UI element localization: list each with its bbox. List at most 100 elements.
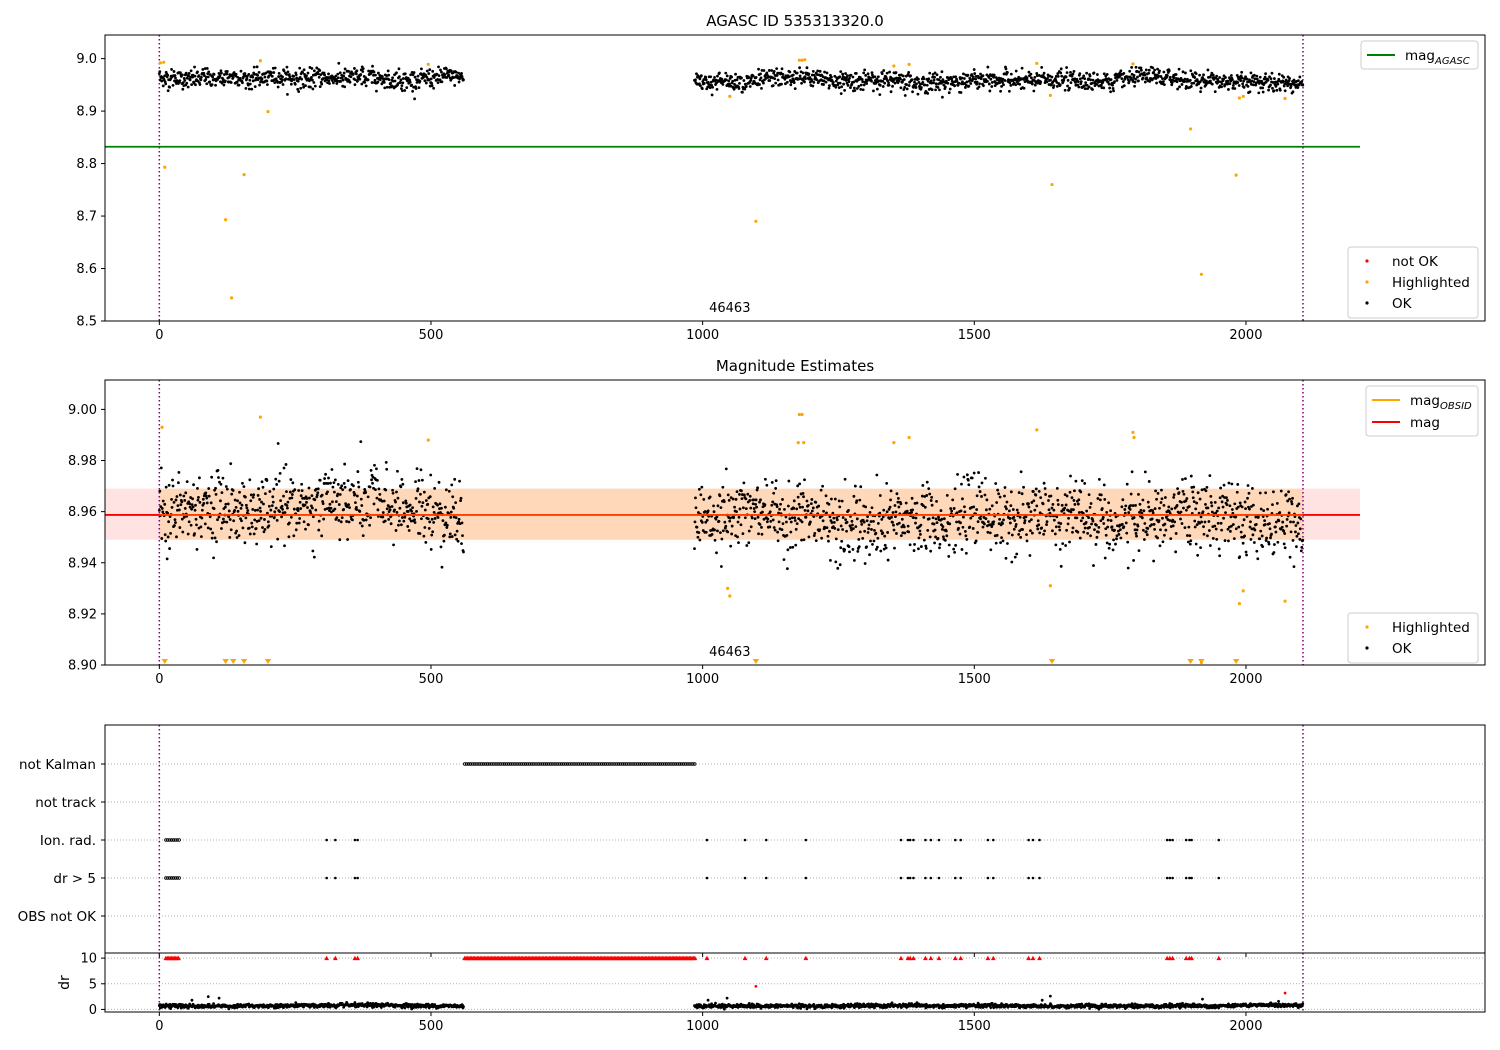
mag-ok-point [988, 507, 992, 511]
mag-ok-point [745, 544, 749, 547]
agasc-ok-point [926, 79, 930, 83]
agasc-ok-point [1184, 71, 1187, 75]
agasc-ok-point [166, 73, 170, 77]
flag-point [705, 838, 709, 842]
agasc-ok-point [720, 77, 724, 81]
agasc-ok-point [1000, 84, 1003, 88]
agasc-ok-point [225, 70, 229, 73]
mag-ok-point [1017, 532, 1021, 536]
mag-ok-point [1172, 493, 1176, 497]
mag-ok-point [983, 522, 986, 526]
agasc-ok-point [759, 76, 763, 80]
mag-ok-point [381, 515, 385, 519]
agasc-ok-point [389, 81, 393, 85]
flag-point [514, 762, 518, 766]
mag-ok-point [1258, 491, 1262, 495]
flag-point [480, 762, 484, 766]
mag-ok-point [294, 528, 298, 532]
mag-ok-point [288, 490, 292, 494]
mag-ok-point [1076, 502, 1080, 506]
agasc-y-tick-label: 8.6 [76, 262, 97, 277]
mag-ok-point [1078, 536, 1082, 540]
dr-ok-point [403, 1006, 407, 1010]
mag-ok-point [1057, 525, 1061, 529]
mag-ok-point [174, 521, 177, 524]
mag-ok-point [1241, 541, 1245, 545]
mag-ok-point [293, 488, 297, 492]
flag-point [764, 876, 768, 880]
mag-ok-point [778, 507, 781, 511]
mag-ok-point [428, 520, 432, 524]
flag-point [1188, 876, 1191, 880]
mag-ok-point [776, 530, 780, 534]
mag-ok-point [1055, 515, 1059, 519]
agasc-ok-point [923, 83, 927, 87]
mag-ok-point [1273, 525, 1277, 529]
mag-ok-point [1159, 501, 1163, 504]
mag-ok-point [957, 526, 960, 530]
mag-ok-point [1103, 497, 1107, 501]
mag-ok-point [279, 499, 282, 502]
agasc-point-legend-marker [1365, 280, 1369, 284]
agasc-ok-point [891, 84, 894, 88]
mag-ok-point [225, 487, 229, 491]
agasc-ok-point [1006, 71, 1009, 74]
mag-ok-point [166, 511, 170, 515]
mag-ok-point [761, 510, 764, 514]
agasc-ok-point [1272, 89, 1276, 93]
mag-ok-point [180, 517, 184, 521]
mag-ok-point [1104, 527, 1108, 531]
mag-ok-point [196, 487, 199, 490]
mag-ok-point [204, 491, 208, 495]
mag-ok-point [1296, 521, 1300, 525]
flag-point [539, 762, 543, 766]
agasc-ok-point [1258, 75, 1262, 79]
mag-ok-point [947, 543, 951, 547]
flag-point [582, 762, 587, 766]
mag-ok-point [300, 482, 304, 486]
mag-ok-point [399, 523, 403, 527]
agasc-ok-point [960, 76, 964, 80]
flag-point [628, 762, 632, 766]
mag-ok-point [207, 487, 211, 490]
mag-y-tick-label: 8.94 [68, 556, 97, 571]
agasc-ok-point [385, 85, 389, 89]
mag-ok-point [1039, 496, 1043, 500]
mag-ok-point [1071, 530, 1074, 534]
mag-ok-point [338, 538, 342, 542]
flag-point [584, 762, 589, 766]
mag-ok-point [1289, 530, 1293, 534]
mag-ok-point [1125, 482, 1129, 486]
mag-ok-point [1278, 511, 1282, 514]
agasc-ok-point [1301, 83, 1305, 87]
mag-ok-point [992, 520, 996, 524]
agasc-ok-point [364, 84, 368, 88]
agasc-ok-point [925, 83, 929, 87]
mag-ok-point [176, 504, 180, 508]
mag-ok-point [1043, 487, 1047, 490]
mag-ok-point [998, 495, 1002, 499]
agasc-ok-point [1092, 71, 1096, 75]
mag-ok-point [249, 493, 253, 497]
mag-highlighted-point [800, 412, 804, 417]
mag-ok-point [1059, 564, 1063, 568]
agasc-ok-point [1183, 77, 1187, 81]
mag-ok-point [430, 517, 434, 521]
agasc-ok-point [257, 71, 261, 74]
dr-ok-point [714, 1001, 717, 1005]
mag-ok-point [330, 510, 333, 514]
mag-ok-point [938, 542, 942, 546]
mag-ok-point [1087, 493, 1091, 496]
agasc-ok-point [312, 81, 316, 84]
agasc-ok-point [965, 80, 969, 84]
mag-ok-point [960, 548, 964, 551]
mag-ok-point [441, 519, 445, 523]
agasc-ok-point [919, 86, 923, 89]
agasc-ok-point [373, 78, 377, 82]
mag-ok-point [269, 545, 273, 549]
mag-ok-point [427, 527, 431, 530]
mag-ok-point [185, 480, 189, 484]
flag-point [637, 762, 642, 766]
mag-ok-point [278, 510, 282, 514]
agasc-ok-point [343, 67, 347, 71]
